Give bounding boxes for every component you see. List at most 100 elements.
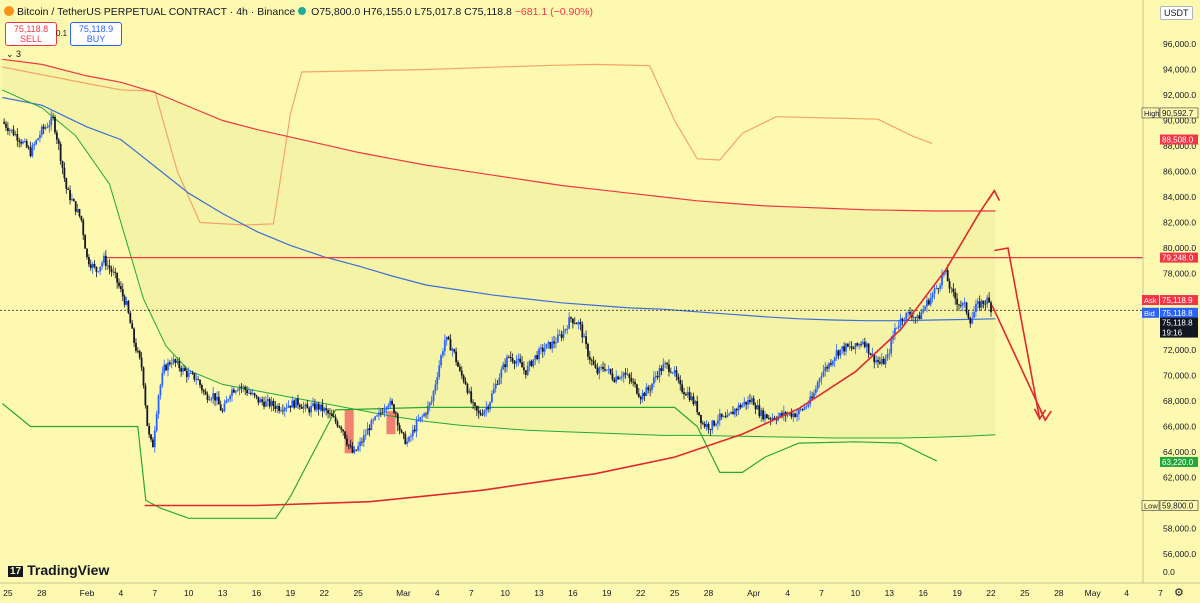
candle-body bbox=[86, 248, 88, 258]
price-tag-box bbox=[1160, 317, 1198, 338]
candle bbox=[519, 353, 522, 364]
x-tick-label: 28 bbox=[37, 588, 47, 598]
candle-body bbox=[25, 141, 28, 148]
buy-button[interactable]: 75,118.9 BUY bbox=[70, 22, 122, 46]
candle-body bbox=[44, 127, 47, 129]
candle-body bbox=[148, 425, 151, 435]
candle bbox=[208, 395, 211, 401]
candle-body bbox=[238, 386, 241, 391]
candle bbox=[400, 428, 403, 434]
candle-body bbox=[415, 420, 418, 432]
price-tag: 63,220.0 bbox=[1160, 456, 1198, 467]
candle bbox=[735, 407, 738, 417]
candle-body bbox=[636, 384, 638, 394]
candle bbox=[161, 366, 164, 388]
candle-body bbox=[291, 400, 294, 408]
candle bbox=[632, 378, 635, 387]
sell-button[interactable]: 75,118.8 SELL bbox=[5, 22, 57, 46]
y-tick-label: 64,000.0 bbox=[1163, 447, 1196, 457]
candle-body bbox=[534, 355, 537, 360]
candle-body bbox=[948, 281, 951, 289]
candle bbox=[233, 387, 235, 394]
candle-body bbox=[760, 410, 763, 417]
y-tick-label: 92,000.0 bbox=[1163, 90, 1196, 100]
candle bbox=[204, 388, 207, 396]
candle-body bbox=[628, 374, 631, 378]
candle-body bbox=[982, 300, 985, 304]
candle bbox=[564, 328, 567, 334]
candle-body bbox=[312, 403, 314, 407]
candle bbox=[939, 283, 942, 292]
candle bbox=[274, 400, 277, 413]
price-tag-label: 90,592.7 bbox=[1162, 109, 1194, 118]
candle bbox=[138, 349, 141, 360]
candle bbox=[394, 410, 397, 418]
candle bbox=[798, 408, 800, 421]
candle bbox=[509, 351, 512, 363]
candle-body bbox=[69, 189, 71, 201]
candle bbox=[40, 124, 43, 138]
candle-body bbox=[988, 297, 991, 303]
candle bbox=[112, 265, 115, 276]
candle-body bbox=[884, 358, 887, 365]
candle-body bbox=[931, 293, 934, 298]
candle-body bbox=[417, 420, 420, 422]
candle bbox=[884, 354, 887, 369]
candle bbox=[984, 299, 987, 311]
candle bbox=[643, 391, 646, 402]
candle-body bbox=[737, 405, 740, 411]
candle bbox=[641, 389, 644, 403]
candle-body bbox=[5, 123, 7, 128]
candle-body bbox=[221, 410, 224, 412]
candle bbox=[524, 370, 527, 379]
currency-selector[interactable]: USDT bbox=[1160, 6, 1193, 20]
candle bbox=[72, 198, 75, 202]
candle bbox=[976, 298, 979, 309]
indicators-toggle[interactable]: ⌄ 3 bbox=[6, 49, 22, 59]
candle bbox=[536, 350, 539, 361]
candle-body bbox=[792, 413, 795, 417]
candle bbox=[287, 400, 290, 409]
candle-body bbox=[545, 343, 548, 349]
candle-body bbox=[765, 414, 768, 419]
candles bbox=[3, 111, 992, 455]
x-tick-label: 13 bbox=[885, 588, 895, 598]
candle bbox=[681, 380, 684, 394]
candle-body bbox=[393, 404, 395, 413]
candle-body bbox=[110, 268, 113, 273]
candle bbox=[459, 363, 461, 373]
candle bbox=[588, 350, 591, 365]
candle bbox=[22, 139, 24, 145]
candle bbox=[332, 409, 335, 418]
candle bbox=[278, 403, 280, 414]
blue-moving-average bbox=[2, 96, 996, 322]
candle bbox=[492, 382, 495, 395]
candle-body bbox=[217, 396, 220, 405]
settings-gear-icon[interactable]: ⚙ bbox=[1174, 587, 1184, 599]
candle-body bbox=[112, 271, 115, 273]
candle bbox=[404, 431, 407, 445]
symbol-title[interactable]: Bitcoin / TetherUS PERPETUAL CONTRACT · … bbox=[17, 6, 296, 18]
candle bbox=[867, 343, 870, 359]
candle bbox=[432, 390, 435, 407]
candle-body bbox=[114, 271, 117, 273]
candle bbox=[705, 420, 708, 432]
candle bbox=[159, 383, 162, 400]
candle bbox=[952, 283, 955, 297]
candle bbox=[362, 429, 365, 447]
candle bbox=[782, 405, 785, 422]
candle-body bbox=[127, 300, 130, 313]
x-tick-label: 19 bbox=[286, 588, 296, 598]
candle bbox=[80, 215, 83, 223]
candle bbox=[472, 399, 474, 409]
candle-body bbox=[304, 404, 307, 407]
candle-body bbox=[472, 402, 474, 404]
candle bbox=[430, 395, 433, 406]
candle-body bbox=[841, 346, 844, 350]
candle bbox=[754, 402, 757, 415]
candle bbox=[652, 371, 655, 388]
candle-body bbox=[200, 385, 203, 391]
candle-body bbox=[10, 129, 13, 131]
